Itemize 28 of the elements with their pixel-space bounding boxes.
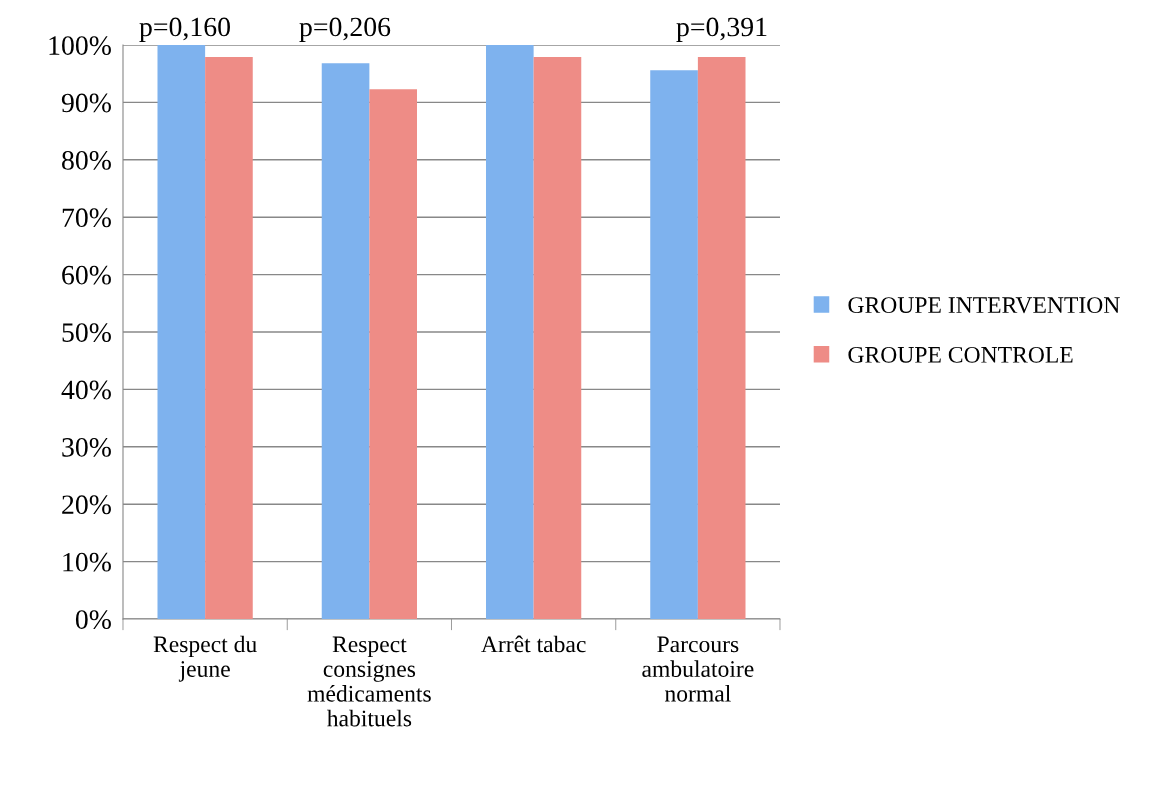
bar <box>485 45 534 619</box>
y-tick-label: 70% <box>62 208 111 228</box>
x-tick-label: Respect du jeune <box>153 635 257 682</box>
y-tick-label: 30% <box>62 437 111 457</box>
bar <box>533 57 582 619</box>
text: p=0,206 <box>299 17 391 42</box>
y-tick-label: 100% <box>49 36 111 55</box>
bar <box>697 57 746 619</box>
legend-label: GROUPE CONTROLE <box>848 346 1073 363</box>
y-tick-label: 80% <box>62 150 111 170</box>
y-tick-label: 50% <box>62 323 111 342</box>
bar <box>650 70 698 619</box>
y-tick-label: 90% <box>61 93 111 113</box>
y-tick-label: 60% <box>62 265 111 285</box>
bar <box>369 89 418 619</box>
bar <box>157 45 206 619</box>
y-tick-label: 10% <box>63 552 111 572</box>
legend-label: GROUPE INTERVENTION <box>848 297 1120 314</box>
bar <box>205 57 253 619</box>
x-tick-label: Respect consignes médicaments habituels <box>307 636 431 727</box>
y-tick-label: 40% <box>61 380 111 400</box>
bar <box>321 63 370 619</box>
text: p=0,160 <box>139 17 230 42</box>
text: p=0,391 <box>676 17 767 42</box>
x-tick-label: Arrêt tabac <box>481 635 586 653</box>
x-tick-label: Parcours ambulatoire normal <box>642 636 754 702</box>
y-tick-label: 0% <box>75 610 111 629</box>
y-tick-label: 20% <box>62 495 111 515</box>
